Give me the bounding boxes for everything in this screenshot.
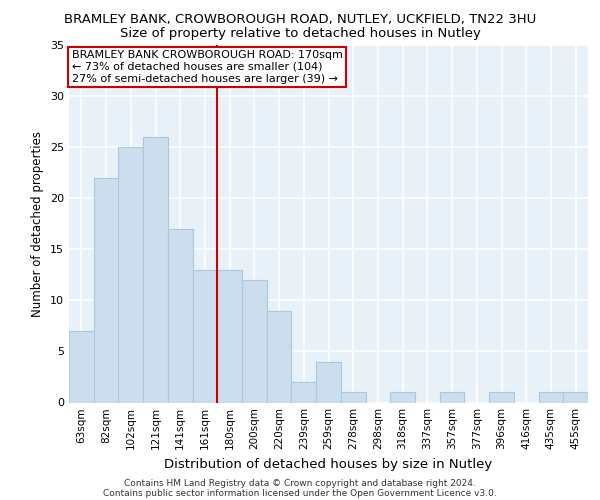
Bar	[69, 331, 94, 402]
Bar	[341, 392, 365, 402]
Bar	[539, 392, 563, 402]
Bar	[316, 362, 341, 403]
Bar	[390, 392, 415, 402]
Bar	[94, 178, 118, 402]
Text: BRAMLEY BANK, CROWBOROUGH ROAD, NUTLEY, UCKFIELD, TN22 3HU: BRAMLEY BANK, CROWBOROUGH ROAD, NUTLEY, …	[64, 12, 536, 26]
Bar	[242, 280, 267, 402]
Bar	[292, 382, 316, 402]
Bar	[440, 392, 464, 402]
Text: Size of property relative to detached houses in Nutley: Size of property relative to detached ho…	[119, 28, 481, 40]
X-axis label: Distribution of detached houses by size in Nutley: Distribution of detached houses by size …	[164, 458, 493, 471]
Bar	[143, 137, 168, 402]
Y-axis label: Number of detached properties: Number of detached properties	[31, 130, 44, 317]
Bar	[489, 392, 514, 402]
Bar	[168, 229, 193, 402]
Bar	[267, 310, 292, 402]
Text: Contains public sector information licensed under the Open Government Licence v3: Contains public sector information licen…	[103, 488, 497, 498]
Bar	[563, 392, 588, 402]
Text: BRAMLEY BANK CROWBOROUGH ROAD: 170sqm
← 73% of detached houses are smaller (104): BRAMLEY BANK CROWBOROUGH ROAD: 170sqm ← …	[71, 50, 343, 84]
Bar	[118, 147, 143, 403]
Bar	[217, 270, 242, 402]
Text: Contains HM Land Registry data © Crown copyright and database right 2024.: Contains HM Land Registry data © Crown c…	[124, 478, 476, 488]
Bar	[193, 270, 217, 402]
